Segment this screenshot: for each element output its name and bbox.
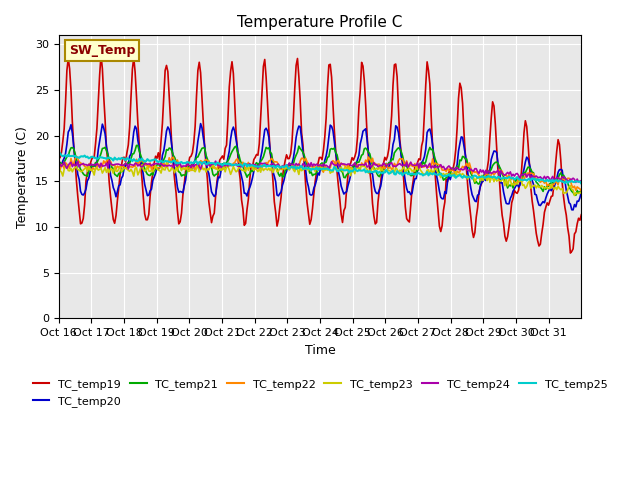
TC_temp24: [506, 169, 514, 175]
TC_temp25: [325, 167, 333, 173]
TC_temp22: [90, 167, 98, 172]
TC_temp22: [575, 185, 582, 191]
TC_temp24: [325, 166, 333, 171]
TC_temp21: [572, 192, 580, 198]
TC_temp24: [572, 180, 580, 185]
TC_temp23: [55, 166, 63, 171]
Title: Temperature Profile C: Temperature Profile C: [237, 15, 403, 30]
TC_temp19: [566, 250, 574, 256]
TC_temp20: [89, 164, 97, 169]
TC_temp19: [97, 52, 105, 58]
TC_temp21: [325, 154, 333, 159]
TC_temp25: [429, 171, 436, 177]
TC_temp25: [90, 155, 98, 161]
TC_temp21: [506, 183, 514, 189]
TC_temp19: [506, 213, 514, 219]
TC_temp21: [577, 188, 585, 193]
TC_temp24: [72, 162, 80, 168]
TC_temp20: [569, 207, 577, 213]
TC_temp19: [576, 217, 584, 223]
TC_temp24: [106, 158, 113, 164]
TC_temp22: [325, 165, 333, 171]
Line: TC_temp19: TC_temp19: [59, 55, 581, 253]
Line: TC_temp24: TC_temp24: [59, 161, 581, 182]
TC_temp20: [196, 121, 204, 127]
TC_temp24: [429, 163, 436, 169]
TC_temp21: [576, 189, 584, 195]
TC_temp21: [429, 146, 436, 152]
TC_temp19: [325, 62, 333, 68]
TC_temp19: [429, 142, 436, 148]
TC_temp23: [576, 190, 584, 195]
TC_temp23: [325, 165, 333, 170]
TC_temp20: [506, 195, 514, 201]
TC_temp23: [571, 192, 579, 198]
Text: SW_Temp: SW_Temp: [69, 44, 136, 57]
TC_temp25: [577, 180, 585, 186]
Line: TC_temp23: TC_temp23: [59, 162, 581, 195]
TC_temp22: [429, 156, 436, 162]
TC_temp25: [575, 179, 582, 184]
TC_temp19: [72, 178, 80, 184]
TC_temp21: [89, 164, 97, 169]
TC_temp20: [577, 189, 585, 195]
Line: TC_temp25: TC_temp25: [59, 153, 581, 183]
Line: TC_temp21: TC_temp21: [59, 145, 581, 195]
TC_temp20: [429, 142, 436, 147]
X-axis label: Time: Time: [305, 344, 335, 357]
Line: TC_temp22: TC_temp22: [59, 156, 581, 191]
TC_temp23: [163, 159, 170, 165]
TC_temp23: [429, 170, 436, 176]
TC_temp24: [55, 165, 63, 170]
TC_temp25: [506, 175, 514, 180]
TC_temp22: [74, 156, 82, 162]
TC_temp24: [576, 179, 584, 184]
TC_temp23: [72, 164, 80, 169]
TC_temp23: [577, 191, 585, 196]
TC_temp20: [72, 161, 80, 167]
TC_temp22: [577, 188, 585, 194]
Y-axis label: Temperature (C): Temperature (C): [16, 126, 29, 228]
TC_temp20: [325, 133, 333, 139]
TC_temp24: [577, 178, 585, 183]
TC_temp21: [72, 157, 80, 163]
TC_temp24: [89, 163, 97, 168]
TC_temp25: [56, 150, 64, 156]
TC_temp23: [89, 168, 97, 174]
TC_temp22: [506, 177, 514, 182]
TC_temp20: [55, 166, 63, 172]
TC_temp23: [506, 177, 514, 183]
TC_temp20: [576, 195, 584, 201]
TC_temp19: [89, 154, 97, 160]
TC_temp22: [72, 154, 80, 159]
Legend: TC_temp19, TC_temp20, TC_temp21, TC_temp22, TC_temp23, TC_temp24, TC_temp25: TC_temp19, TC_temp20, TC_temp21, TC_temp…: [28, 375, 612, 411]
TC_temp25: [74, 155, 82, 160]
TC_temp21: [55, 163, 63, 168]
TC_temp25: [55, 151, 63, 157]
TC_temp21: [132, 143, 140, 148]
Line: TC_temp20: TC_temp20: [59, 124, 581, 210]
TC_temp22: [55, 166, 63, 172]
TC_temp19: [577, 212, 585, 217]
TC_temp19: [55, 154, 63, 160]
